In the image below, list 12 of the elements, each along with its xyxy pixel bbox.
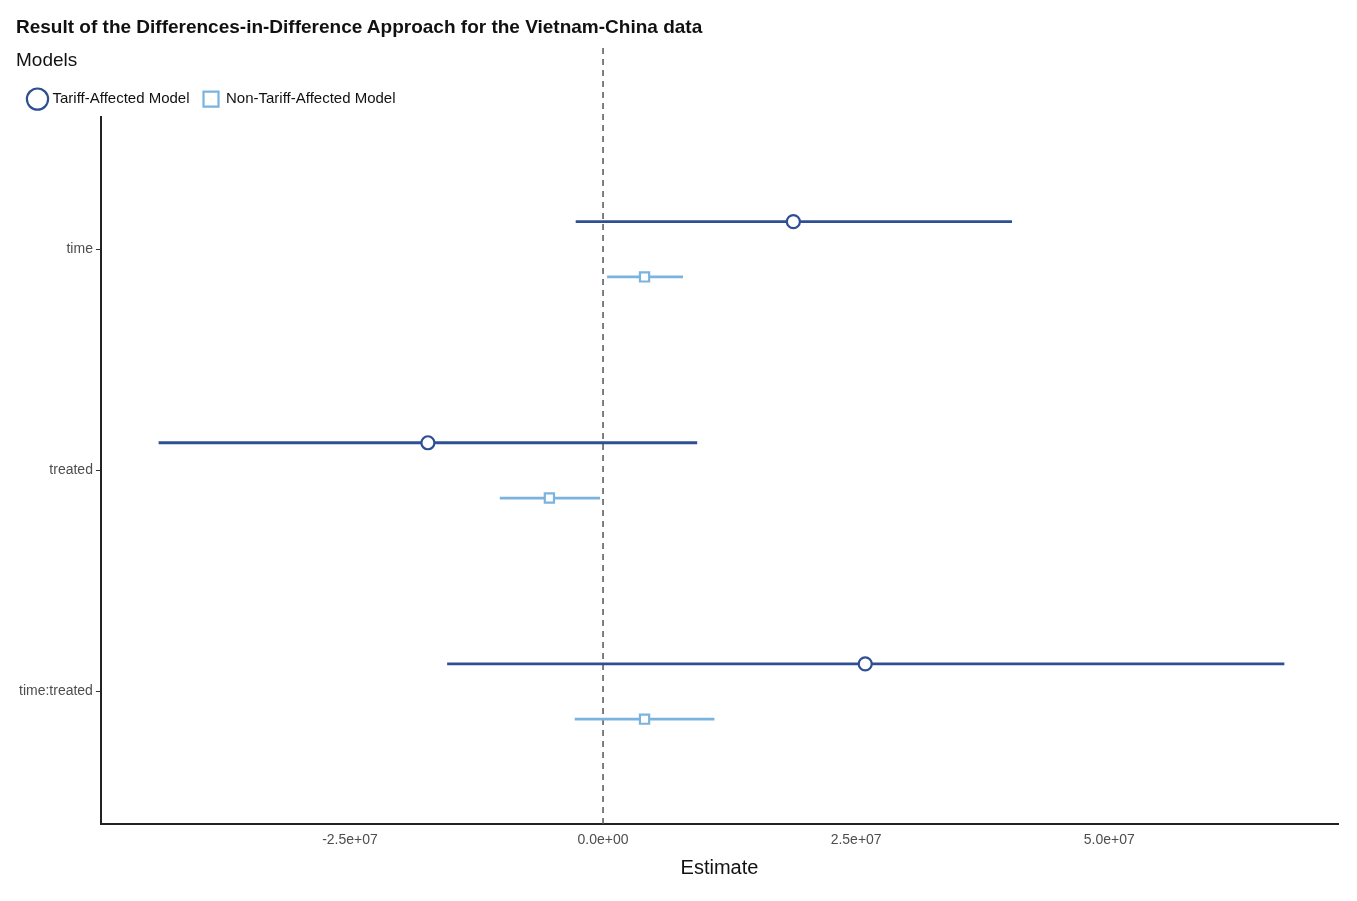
legend-title: Models (16, 48, 78, 70)
x-axis-title: Estimate (680, 855, 759, 878)
x-tick-label: 0.0e+00 (577, 831, 629, 848)
y-tick-label: time:treated (18, 682, 93, 699)
chart-title: Result of the Differences-in-Difference Approach for the Vietnam-China data (16, 15, 703, 37)
y-tick-label: time (66, 240, 94, 257)
x-tick-label: 5.0e+07 (1083, 831, 1135, 848)
legend-label: Non-Tariff-Affected Model (226, 89, 396, 107)
y-tick-label: treated (49, 461, 93, 478)
x-tick-label: 2.5e+07 (830, 831, 882, 848)
legend-label: Tariff-Affected Model (52, 89, 190, 107)
x-tick-label: -2.5e+07 (322, 831, 378, 848)
